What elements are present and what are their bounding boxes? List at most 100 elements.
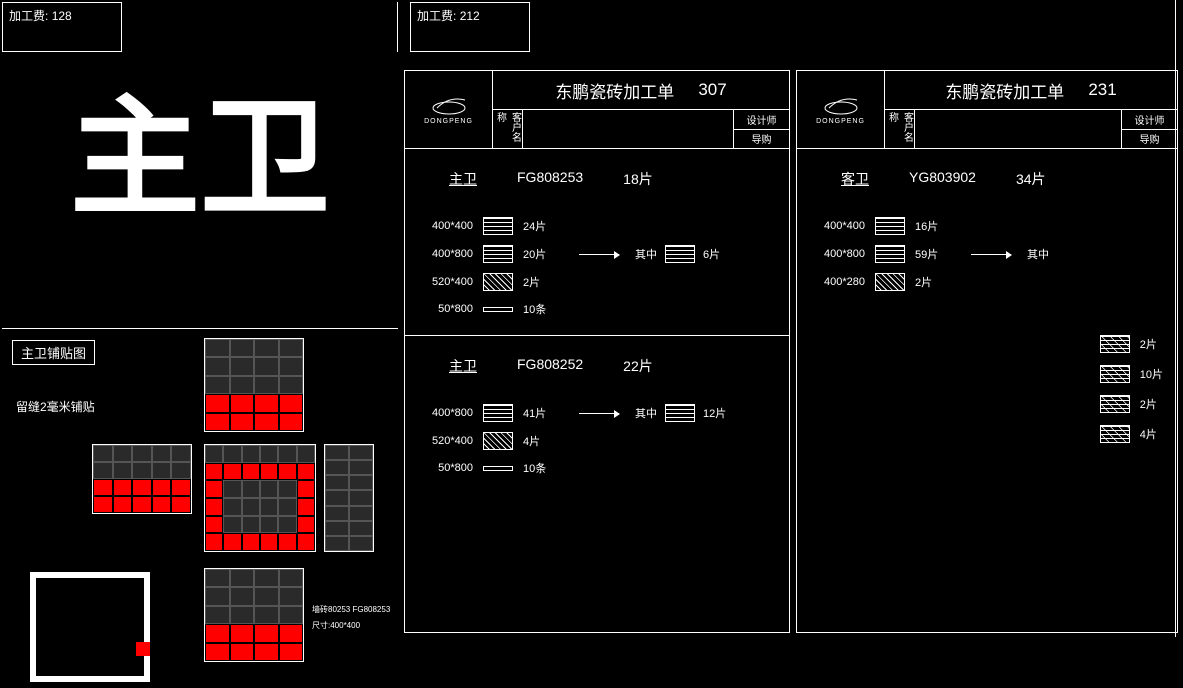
fee-label: 加工费: xyxy=(417,9,456,23)
quantity: 2片 xyxy=(1140,336,1157,352)
quantity: 24片 xyxy=(523,218,563,234)
section-1: 主卫 FG808253 18片 400*400 24片400*800 20片 其… xyxy=(405,149,789,335)
extras-column: 2片 10片 2片 4片 xyxy=(1100,335,1163,443)
quantity: 41片 xyxy=(523,405,563,421)
quantity: 10条 xyxy=(523,460,563,476)
order-number: 307 xyxy=(698,80,726,100)
spec-row: 520*400 4片 xyxy=(419,432,775,450)
order-panel-b: DONGPENG 东鹏瓷砖加工单 231 客户名称 设计师 导购 xyxy=(796,70,1178,633)
quantity: 2片 xyxy=(1140,396,1157,412)
tile-thumbnail xyxy=(204,338,304,432)
tile-thumbnail xyxy=(30,572,150,682)
extra-row: 4片 xyxy=(1100,425,1163,443)
footnote-a: 墙砖80253 FG808253 xyxy=(312,604,390,615)
spec-row: 520*400 2片 xyxy=(419,273,775,291)
sub-quantity: 12片 xyxy=(703,405,726,421)
tile-icon xyxy=(875,245,905,263)
tile-icon xyxy=(483,466,513,471)
size: 520*400 xyxy=(419,435,473,447)
customer-label: 客户名称 xyxy=(885,110,915,148)
spec-row: 50*800 10条 xyxy=(419,301,775,317)
tile-icon xyxy=(1100,395,1130,413)
footnote-b: 尺寸:400*400 xyxy=(312,620,360,631)
tile-thumbnail xyxy=(204,444,316,552)
total-count: 34片 xyxy=(1016,169,1046,189)
spec-row: 400*800 59片 其中 xyxy=(811,245,1163,263)
quantity: 2片 xyxy=(523,274,563,290)
divider xyxy=(2,2,398,52)
tile-icon xyxy=(483,404,513,422)
tile-thumbnail xyxy=(324,444,374,552)
size: 400*400 xyxy=(419,220,473,232)
brand-logo: DONGPENG xyxy=(405,71,493,148)
product-code: FG808252 xyxy=(517,356,583,376)
size: 400*800 xyxy=(419,407,473,419)
quantity: 4片 xyxy=(1140,426,1157,442)
spec-row: 400*800 41片 其中 12片 xyxy=(419,404,775,422)
cad-canvas: 加工费: 128 加工费: 212 主卫 主卫铺贴图 留缝2毫米铺贴 墙砖802… xyxy=(0,0,1183,637)
size: 400*800 xyxy=(811,248,865,260)
designer-label: 设计师 xyxy=(734,110,789,130)
divider xyxy=(2,328,398,329)
section-1: 客卫 YG803902 34片 400*400 16片 400*800 59片 其… xyxy=(797,149,1177,309)
brand-en: DONGPENG xyxy=(424,118,473,125)
thumbnail-area xyxy=(4,338,396,688)
tile-icon xyxy=(483,432,513,450)
quantity: 20片 xyxy=(523,246,563,262)
extra-row: 10片 xyxy=(1100,365,1163,383)
tile-icon xyxy=(483,307,513,312)
arrow-icon xyxy=(579,254,619,255)
total-count: 22片 xyxy=(623,356,653,376)
arrow-icon xyxy=(579,413,619,414)
sub-label: 其中 xyxy=(635,405,657,421)
tile-icon xyxy=(483,273,513,291)
size: 50*800 xyxy=(419,303,473,315)
sub-spec: 其中 6片 xyxy=(635,245,720,263)
quantity: 10条 xyxy=(523,301,563,317)
room: 主卫 xyxy=(449,169,477,189)
spec-row: 400*280 2片 xyxy=(811,273,1163,291)
product-code: YG803902 xyxy=(909,169,976,189)
tile-thumbnail xyxy=(204,568,304,662)
extra-row: 2片 xyxy=(1100,335,1163,353)
panel-header: DONGPENG 东鹏瓷砖加工单 307 客户名称 设计师 导购 xyxy=(405,71,789,149)
quantity: 10片 xyxy=(1140,366,1163,382)
room: 主卫 xyxy=(449,356,477,376)
customer-label: 客户名称 xyxy=(493,110,523,148)
quantity: 4片 xyxy=(523,433,563,449)
tile-icon xyxy=(483,245,513,263)
spec-row: 400*400 24片 xyxy=(419,217,775,235)
tile-icon xyxy=(875,273,905,291)
size: 400*400 xyxy=(811,220,865,232)
big-title: 主卫 xyxy=(12,68,388,268)
section-2: 主卫 FG808252 22片 400*800 41片 其中 12片 520*4… xyxy=(405,335,789,494)
size: 520*400 xyxy=(419,276,473,288)
spec-row: 50*800 10条 xyxy=(419,460,775,476)
size: 400*800 xyxy=(419,248,473,260)
tile-icon xyxy=(1100,365,1130,383)
quantity: 59片 xyxy=(915,246,955,262)
guide-label: 导购 xyxy=(1122,130,1177,149)
brand-en: DONGPENG xyxy=(816,118,865,125)
product-code: FG808253 xyxy=(517,169,583,189)
order-panel-a: DONGPENG 东鹏瓷砖加工单 307 客户名称 设计师 导购 xyxy=(404,70,790,633)
size: 50*800 xyxy=(419,462,473,474)
arrow-icon xyxy=(971,254,1011,255)
left-column: 主卫 主卫铺贴图 留缝2毫米铺贴 墙砖80253 FG808253 尺寸:400… xyxy=(2,58,398,634)
panel-header: DONGPENG 东鹏瓷砖加工单 231 客户名称 设计师 导购 xyxy=(797,71,1177,149)
tile-icon xyxy=(1100,335,1130,353)
guide-label: 导购 xyxy=(734,130,789,149)
tile-icon xyxy=(483,217,513,235)
tile-icon xyxy=(665,404,695,422)
edge-sliver xyxy=(1175,0,1183,637)
order-title: 东鹏瓷砖加工单 xyxy=(555,78,674,103)
fee-box-right: 加工费: 212 xyxy=(410,2,530,52)
spec-row: 400*400 16片 xyxy=(811,217,1163,235)
designer-label: 设计师 xyxy=(1122,110,1177,130)
spec-row: 400*800 20片 其中 6片 xyxy=(419,245,775,263)
quantity: 2片 xyxy=(915,274,955,290)
tile-thumbnail xyxy=(92,444,192,514)
sub-quantity: 6片 xyxy=(703,246,720,262)
extra-row: 2片 xyxy=(1100,395,1163,413)
room: 客卫 xyxy=(841,169,869,189)
